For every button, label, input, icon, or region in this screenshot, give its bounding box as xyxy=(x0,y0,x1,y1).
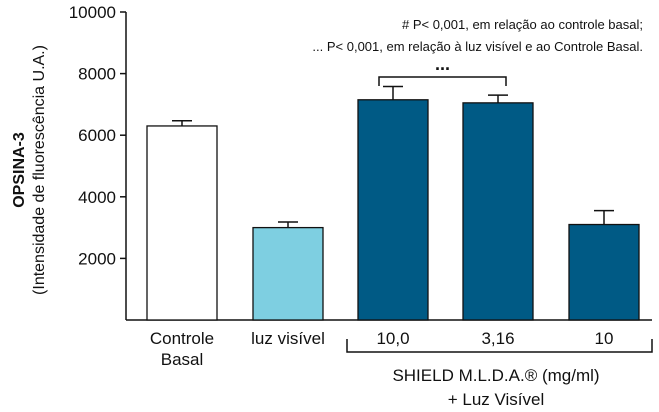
x-tick-label: 10,0 xyxy=(376,329,409,348)
significance-marker: ... xyxy=(435,54,450,74)
y-ticks: 2000 4000 6000 8000 10000 xyxy=(69,3,126,268)
bar xyxy=(146,125,218,321)
x-tick-label: 3,16 xyxy=(481,329,514,348)
bar xyxy=(462,102,534,321)
plot-area xyxy=(125,12,652,321)
y-tick-label: 8000 xyxy=(78,65,116,84)
group-label-line-1: SHIELD M.L.D.A.® (mg/ml) xyxy=(392,366,599,385)
bar xyxy=(568,223,640,321)
x-tick-label: luz visível xyxy=(251,329,325,348)
x-tick-labels: Controle Basal luz visível 10,0 3,16 10 xyxy=(150,329,614,369)
y-tick-label: 2000 xyxy=(78,249,116,268)
significance-bracket xyxy=(378,76,507,86)
group-bracket xyxy=(346,339,653,353)
x-tick-label: 10 xyxy=(595,329,614,348)
y-tick-label: 10000 xyxy=(69,3,116,22)
note-line-2: ... P< 0,001, em relação à luz visível e… xyxy=(312,39,643,54)
bracket-line xyxy=(378,76,507,86)
y-axis-title: OPSINA-3 (Intensidade de fluorescência U… xyxy=(11,45,48,295)
y-tick-label: 4000 xyxy=(78,188,116,207)
note-line-1: # P< 0,001, em relação ao controle basal… xyxy=(402,17,643,32)
group-label-line-2: + Luz Visível xyxy=(448,390,545,409)
group-bracket-line xyxy=(346,339,653,353)
x-tick-label: Controle xyxy=(150,329,214,348)
significance-notes: # P< 0,001, em relação ao controle basal… xyxy=(312,17,643,54)
bar xyxy=(252,226,324,321)
bar xyxy=(357,99,429,321)
y-tick-label: 6000 xyxy=(78,126,116,145)
y-axis-sublabel: (Intensidade de fluorescência U.A.) xyxy=(31,45,48,295)
x-tick-label: Basal xyxy=(161,350,204,369)
y-axis-label: OPSINA-3 xyxy=(11,132,28,208)
